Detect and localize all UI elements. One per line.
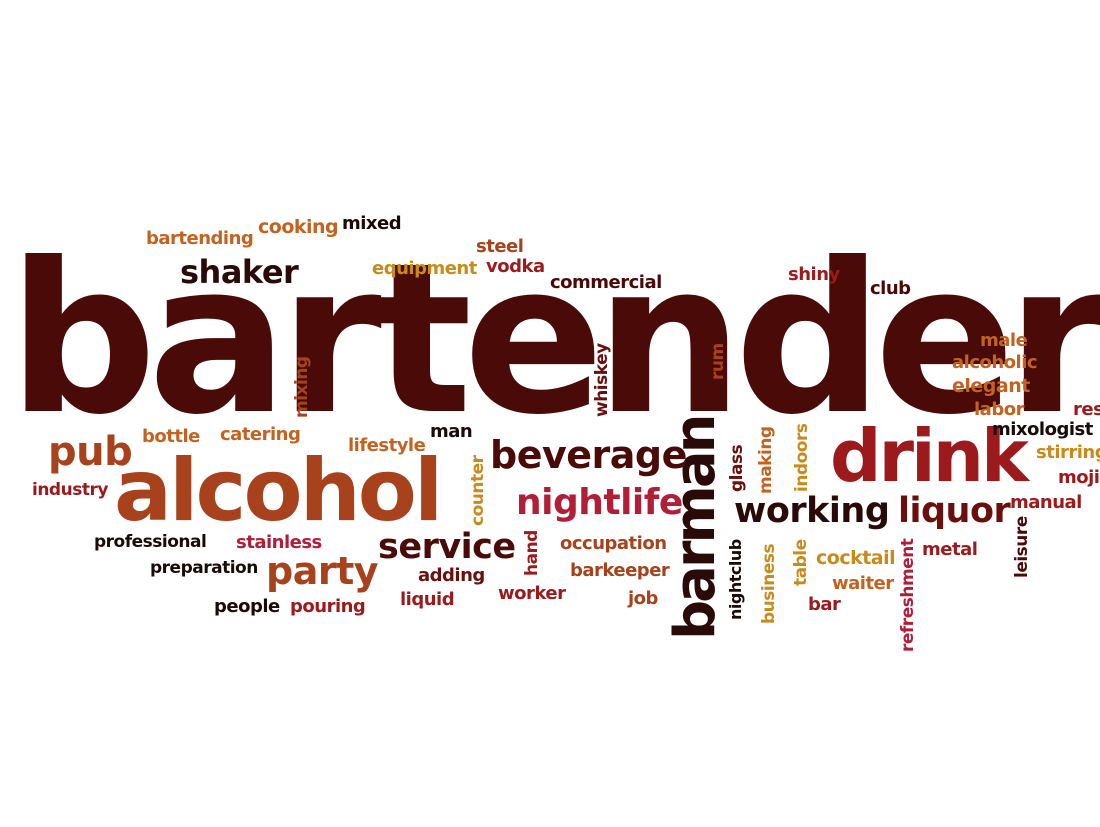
word-working: working bbox=[734, 491, 890, 531]
word-bartender: bartender bbox=[8, 219, 1100, 461]
word-liquor: liquor bbox=[898, 491, 1011, 531]
word-hand: hand bbox=[522, 530, 542, 576]
word-stainless: stainless bbox=[236, 532, 322, 553]
word-catering: catering bbox=[220, 424, 301, 445]
word-drink: drink bbox=[830, 414, 1029, 498]
word-service: service bbox=[378, 527, 516, 567]
word-res: res bbox=[1073, 399, 1100, 420]
word-industry: industry bbox=[32, 480, 108, 500]
word-whiskey: whiskey bbox=[592, 343, 612, 417]
word-nightclub: nightclub bbox=[726, 539, 745, 620]
word-occupation: occupation bbox=[560, 533, 667, 554]
word-steel: steel bbox=[476, 236, 524, 257]
word-bartending: bartending bbox=[146, 228, 254, 249]
word-male: male bbox=[980, 330, 1028, 351]
word-alcohol: alcohol bbox=[114, 441, 443, 541]
word-counter: counter bbox=[468, 455, 488, 526]
word-nightlife: nightlife bbox=[516, 482, 683, 523]
word-elegant: elegant bbox=[952, 375, 1030, 397]
word-equipment: equipment bbox=[372, 258, 477, 279]
word-cocktail: cocktail bbox=[816, 547, 896, 569]
word-stirring: stirring bbox=[1036, 442, 1100, 463]
word-mojito: moji bbox=[1058, 467, 1100, 488]
word-mixologist: mixologist bbox=[992, 419, 1093, 440]
word-club: club bbox=[870, 278, 911, 299]
word-preparation: preparation bbox=[150, 558, 258, 578]
word-lifestyle: lifestyle bbox=[348, 435, 426, 456]
word-leisure: leisure bbox=[1012, 516, 1032, 578]
word-metal: metal bbox=[922, 539, 978, 560]
word-mixing: mixing bbox=[292, 356, 312, 418]
word-commercial: commercial bbox=[550, 272, 662, 293]
word-barkeeper: barkeeper bbox=[570, 560, 670, 581]
word-business: business bbox=[759, 543, 779, 624]
word-table: table bbox=[791, 539, 811, 586]
word-manual: manual bbox=[1010, 492, 1082, 513]
word-liquid: liquid bbox=[400, 589, 455, 610]
word-alcoholic: alcoholic bbox=[952, 352, 1038, 373]
word-waiter: waiter bbox=[832, 573, 894, 594]
word-worker: worker bbox=[498, 583, 566, 604]
word-party: party bbox=[266, 549, 379, 593]
word-pub: pub bbox=[48, 429, 133, 475]
word-vodka: vodka bbox=[486, 256, 545, 277]
word-people: people bbox=[214, 596, 280, 617]
word-pouring: pouring bbox=[290, 596, 366, 617]
word-cooking: cooking bbox=[258, 216, 339, 238]
word-labor: labor bbox=[974, 399, 1024, 420]
word-beverage: beverage bbox=[490, 433, 687, 477]
word-adding: adding bbox=[418, 565, 485, 586]
word-man: man bbox=[430, 421, 473, 442]
word-making: making bbox=[756, 426, 776, 494]
word-indoors: indoors bbox=[792, 423, 812, 492]
word-refreshment: refreshment bbox=[898, 538, 918, 652]
word-professional: professional bbox=[94, 532, 207, 552]
word-shaker: shaker bbox=[180, 253, 299, 291]
word-shiny: shiny bbox=[788, 264, 840, 285]
word-rum: rum bbox=[708, 343, 728, 380]
word-bottle: bottle bbox=[142, 426, 200, 447]
word-job: job bbox=[628, 588, 658, 609]
word-bar: bar bbox=[808, 594, 841, 615]
word-mixed: mixed bbox=[342, 213, 402, 234]
word-glass: glass bbox=[727, 444, 747, 492]
